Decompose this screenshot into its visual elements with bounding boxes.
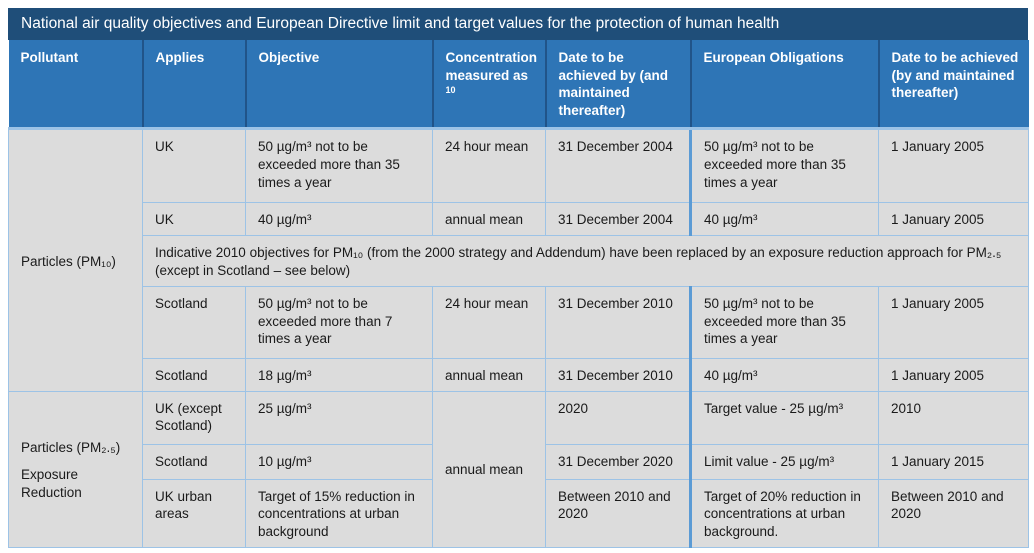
cell-pm10-scotland-daily-applies: Scotland: [142, 285, 246, 359]
cell-pm25-urban-date: Between 2010 and 2020: [545, 478, 691, 549]
column-header-date-eu: Date to be achieved (by and maintained t…: [877, 40, 1029, 131]
cell-pm10-uk-daily-date: 31 December 2004: [545, 128, 691, 204]
cell-pm25-urban-applies: UK urban areas: [142, 478, 246, 549]
pollutant-pm25-subtitle: Exposure Reduction: [21, 466, 82, 500]
cell-pm10-uk-annual-date: 31 December 2004: [545, 202, 691, 237]
table-row: Scotland 50 µg/m³ not to be exceeded mor…: [9, 285, 1029, 359]
table-body: Particles (PM₁₀) UK 50 µg/m³ not to be e…: [8, 128, 1029, 549]
table-title: National air quality objectives and Euro…: [8, 8, 1028, 41]
cell-pm10-uk-annual-eu-date: 1 January 2005: [878, 202, 1029, 237]
cell-pm25-uk-eu: Target value - 25 µg/m³: [689, 390, 879, 445]
cell-pm25-measured: annual mean: [432, 390, 546, 549]
cell-pollutant-pm10: Particles (PM₁₀): [8, 128, 143, 392]
cell-pm25-scotland-objective: 10 µg/m³: [245, 443, 433, 480]
column-header-applies: Applies: [141, 40, 246, 131]
cell-pm10-uk-annual-applies: UK: [142, 202, 246, 237]
cell-pm25-urban-eu-date: Between 2010 and 2020: [878, 478, 1029, 549]
cell-pm10-scotland-daily-date: 31 December 2010: [545, 285, 691, 359]
cell-pm10-scotland-daily-objective: 50 µg/m³ not to be exceeded more than 7 …: [245, 285, 433, 359]
column-header-concentration: Concentration measured as 10: [431, 40, 546, 131]
header-row: Pollutant Applies Objective Concentratio…: [8, 40, 1029, 131]
cell-pm10-scotland-daily-measured: 24 hour mean: [432, 285, 546, 359]
cell-pm10-uk-daily-eu: 50 µg/m³ not to be exceeded more than 35…: [689, 128, 879, 204]
cell-pm10-uk-daily-eu-date: 1 January 2005: [878, 128, 1029, 204]
table-row: Particles (PM₂.₅) Exposure Reduction UK …: [8, 390, 1029, 549]
cell-pm25-uk-objective: 25 µg/m³: [245, 390, 433, 445]
cell-pm10-uk-daily-measured: 24 hour mean: [432, 128, 546, 204]
table-row: Particles (PM₁₀) UK 50 µg/m³ not to be e…: [8, 128, 1029, 392]
cell-pm10-uk-daily-objective: 50 µg/m³ not to be exceeded more than 35…: [245, 128, 433, 204]
cell-pm10-scotland-annual-eu: 40 µg/m³: [689, 357, 879, 392]
cell-pm10-scotland-daily-eu: 50 µg/m³ not to be exceeded more than 35…: [689, 285, 879, 359]
column-header-concentration-label: Concentration measured as: [445, 50, 538, 83]
cell-pm25-scotland-eu-date: 1 January 2015: [878, 443, 1029, 480]
table-row: Scotland 18 µg/m³ annual mean 31 Decembe…: [9, 357, 1029, 392]
cell-pm25-urban-eu: Target of 20% reduction in concentration…: [689, 478, 879, 549]
cell-pm10-scotland-annual-objective: 18 µg/m³: [245, 357, 433, 392]
cell-pm10-uk-annual-objective: 40 µg/m³: [245, 202, 433, 237]
cell-pm25-uk-applies: UK (except Scotland): [142, 390, 246, 445]
cell-pm25-scotland-applies: Scotland: [142, 443, 246, 480]
cell-pm25-uk-eu-date: 2010: [878, 390, 1029, 445]
cell-pm10-uk-annual-eu: 40 µg/m³: [689, 202, 879, 237]
table-row: Indicative 2010 objectives for PM₁₀ (fro…: [9, 235, 1029, 287]
table-row: UK 40 µg/m³ annual mean 31 December 2004…: [9, 202, 1029, 237]
cell-pm10-scotland-annual-applies: Scotland: [142, 357, 246, 392]
cell-pm10-note: Indicative 2010 objectives for PM₁₀ (fro…: [142, 235, 1029, 287]
cell-pm10-scotland-annual-eu-date: 1 January 2005: [878, 357, 1029, 392]
cell-pm25-scotland-eu: Limit value - 25 µg/m³: [689, 443, 879, 480]
column-header-pollutant: Pollutant: [8, 40, 143, 131]
cell-pm10-scotland-annual-measured: annual mean: [432, 357, 546, 392]
cell-pm10-scotland-annual-date: 31 December 2010: [545, 357, 691, 392]
cell-pm25-urban-objective: Target of 15% reduction in concentration…: [245, 478, 433, 549]
cell-pm25-uk-date: 2020: [545, 390, 691, 445]
table-row: Scotland 10 µg/m³ 31 December 2020 Limit…: [9, 443, 1029, 480]
cell-pm10-uk-daily-applies: UK: [142, 128, 246, 204]
table-header: Pollutant Applies Objective Concentratio…: [8, 40, 1029, 131]
footnote-reference: 10: [445, 85, 456, 96]
column-header-european-obligations: European Obligations: [689, 40, 879, 131]
cell-pm10-uk-annual-measured: annual mean: [432, 202, 546, 237]
table-row: UK urban areas Target of 15% reduction i…: [9, 478, 1029, 549]
pollutant-pm25-name: Particles (PM₂.₅): [21, 440, 121, 456]
column-header-date-uk: Date to be achieved by (and maintained t…: [544, 40, 691, 131]
air-quality-objectives-table: Pollutant Applies Objective Concentratio…: [8, 40, 1029, 549]
cell-pm25-scotland-date: 31 December 2020: [545, 443, 691, 480]
column-header-objective: Objective: [244, 40, 433, 131]
cell-pm10-scotland-daily-eu-date: 1 January 2005: [878, 285, 1029, 359]
cell-pollutant-pm25: Particles (PM₂.₅) Exposure Reduction: [8, 390, 143, 549]
